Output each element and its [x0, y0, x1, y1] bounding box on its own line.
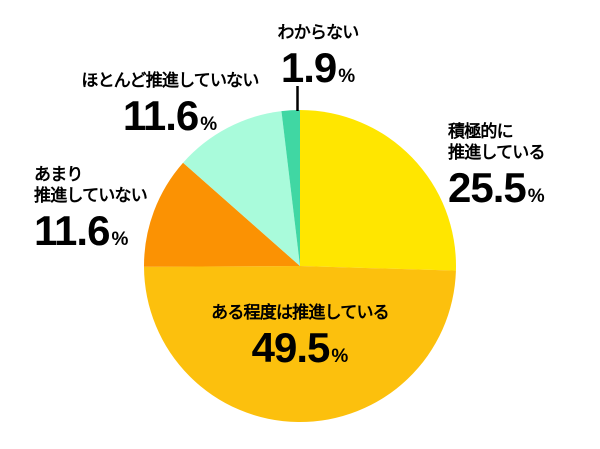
- slice-value-aruteido: 49.5%: [211, 327, 389, 369]
- slice-value-amari: 11.6%: [34, 210, 147, 252]
- pie-slice-2: [143, 162, 300, 267]
- slice-value-sekkyokuteki: 25.5%: [448, 167, 545, 209]
- slice-label-sekkyokuteki-line1: 積極的に: [448, 122, 514, 141]
- percent-symbol: %: [331, 346, 349, 367]
- callout-aruteido: ある程度は推進している 49.5%: [211, 302, 390, 369]
- slice-label-wakaranai: わからない: [277, 23, 360, 42]
- pie-slices: [143, 110, 456, 423]
- slice-percent-aruteido: 49.5: [251, 324, 331, 371]
- slice-label-amari-line1: あまり: [34, 165, 83, 184]
- slice-value-hotondo: 11.6%: [81, 95, 258, 137]
- percent-symbol: %: [200, 114, 218, 135]
- pie-slice-3: [183, 111, 300, 266]
- percent-symbol: %: [111, 229, 129, 250]
- slice-value-wakaranai: 1.9%: [278, 47, 359, 89]
- slice-percent-amari: 11.6: [34, 207, 110, 254]
- slice-label-sekkyokuteki-line2: 推進している: [448, 143, 546, 162]
- slice-label-amari-line2: 推進していない: [34, 186, 148, 205]
- pie-slice-4: [281, 110, 300, 266]
- pie-slice-0: [300, 110, 456, 271]
- callout-sekkyokuteki: 積極的に 推進している 25.5%: [448, 121, 546, 209]
- callout-hotondo: ほとんど推進していない 11.6%: [81, 70, 259, 137]
- slice-label-aruteido: ある程度は推進している: [211, 303, 390, 322]
- callout-wakaranai: わからない 1.9%: [277, 22, 360, 89]
- pie-slice-1: [144, 266, 456, 423]
- slice-label-hotondo: ほとんど推進していない: [81, 71, 259, 90]
- percent-symbol: %: [338, 66, 356, 87]
- percent-symbol: %: [527, 186, 545, 207]
- slice-percent-wakaranai: 1.9: [280, 44, 337, 91]
- callout-amari: あまり 推進していない 11.6%: [34, 164, 148, 252]
- slice-percent-hotondo: 11.6: [122, 92, 199, 139]
- slice-percent-sekkyokuteki: 25.5: [448, 164, 527, 211]
